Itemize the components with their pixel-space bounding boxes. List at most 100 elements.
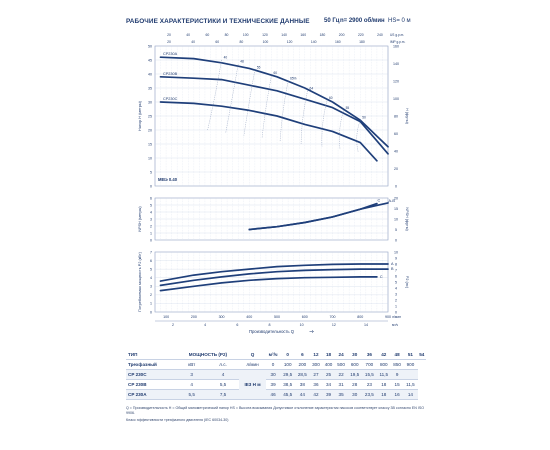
series-line — [159, 56, 389, 148]
y-tick-label: 15 — [148, 142, 152, 146]
efficiency-curve — [339, 110, 344, 150]
x-tick-label: 300 — [219, 315, 225, 319]
table-subheader-cell: 600 — [347, 359, 363, 370]
top-axis-unit2: IMP g.p.m. — [390, 40, 405, 44]
h-label: H — [252, 382, 256, 387]
top-tick-label-us: 100 — [243, 33, 249, 37]
table-cell: 46 — [265, 389, 281, 400]
table-header-cell: 54 — [417, 350, 426, 360]
m-label: м — [257, 382, 261, 387]
table-header-cell: м³/ч — [265, 350, 281, 360]
y-tick-label: 25 — [148, 114, 152, 118]
table-header-cell: Q — [239, 350, 266, 360]
table-cell: 18 — [376, 379, 391, 390]
top-tick-label-imp: 20 — [167, 40, 171, 44]
table-cell: 22 — [334, 369, 348, 380]
top-tick-label-imp: 120 — [287, 40, 293, 44]
x-axis-label: Производительность Q — [249, 329, 295, 334]
table-cell: 30 — [347, 389, 363, 400]
table-cell: 11,5 — [403, 379, 418, 390]
series-line — [248, 202, 378, 231]
table-cell-hp: 7,5 — [206, 389, 240, 400]
y-axis-label: Потребляемая мощность P2 (кВт) — [138, 251, 142, 311]
y-axis-label-right: P2 (лс) — [405, 276, 409, 289]
series-label: CP230C — [163, 97, 178, 101]
top-tick-label-imp: 160 — [335, 40, 341, 44]
x-tick-label-bottom: 8 — [269, 323, 271, 327]
table-header-cell: 42 — [376, 350, 391, 360]
table-cell-kw: 4 — [176, 379, 207, 390]
table-cell: 27 — [309, 369, 323, 380]
header-suction-height: HS= 0 м — [388, 18, 411, 24]
series-label: B — [391, 267, 394, 271]
series-line — [248, 202, 389, 231]
arrow-right-icon — [309, 330, 314, 333]
top-tick-label-imp: 40 — [191, 40, 195, 44]
table-cell: 34 — [322, 379, 335, 390]
table-cell-hp: 5,5 — [206, 379, 240, 390]
y-tick-label-right: 10 — [394, 250, 398, 254]
top-tick-label-us: 20 — [167, 33, 171, 37]
table-cell: 28 — [347, 379, 363, 390]
top-tick-label-us: 40 — [186, 33, 190, 37]
series-label: CP230A — [163, 52, 178, 56]
table-header-cell: 51 — [403, 350, 418, 360]
table-cell: 19,5 — [347, 369, 363, 380]
table-header-cell: ТИП — [126, 350, 177, 360]
table-cell-hp: 4 — [206, 369, 240, 380]
x-tick-label-bottom: 2 — [172, 323, 174, 327]
table-header-cell: 24 — [334, 350, 348, 360]
y-tick-label-right: 60 — [394, 132, 398, 136]
y-tick-label: 10 — [148, 156, 152, 160]
y-tick-label-right: 20 — [394, 167, 398, 171]
footnote-definitions: Q = Производительность H = Общий маномет… — [126, 406, 425, 415]
table-cell — [403, 369, 418, 380]
y-tick-label-right: 15 — [394, 207, 398, 211]
table-cell: 18 — [376, 389, 391, 400]
efficiency-label: 60 — [329, 96, 333, 100]
x-tick-label: 100 — [163, 315, 169, 319]
y-tick-label: 50 — [148, 44, 152, 48]
y-tick-label-right: 3 — [395, 292, 397, 296]
table-cell: 15 — [390, 379, 404, 390]
efficiency-label: 40 — [224, 56, 228, 60]
x-tick-label: 800 — [357, 315, 363, 319]
y-tick-label: 5 — [150, 267, 152, 271]
y-tick-label: 3 — [150, 285, 152, 289]
efficiency-label: 64 — [310, 86, 314, 90]
y-axis-label: Напор H (метры) — [138, 100, 142, 130]
spec-table: ТИП МОЩНОСТЬ (P2) Q м³/ч 0 6 12 18 24 30… — [126, 350, 426, 400]
y-tick-label: 4 — [150, 276, 152, 280]
series-line — [159, 276, 378, 292]
mei-annotation: MEI≥ 0.40 — [158, 177, 178, 182]
table-header-cell: МОЩНОСТЬ (P2) — [176, 350, 240, 360]
header-frequency: 50 Гц — [324, 18, 340, 24]
table-cell: 38 — [295, 379, 310, 390]
y-tick-label: 40 — [148, 72, 152, 76]
efficiency-label: 50 — [362, 116, 366, 120]
performance-charts: 0510152025303540455002040608010012014016… — [138, 33, 409, 334]
efficiency-curve — [243, 69, 256, 136]
y-tick-label-right: 40 — [394, 149, 398, 153]
y-tick-label-right: 80 — [394, 114, 398, 118]
table-cell: 39 — [322, 389, 335, 400]
series-label: CP230B — [163, 72, 178, 76]
table-cell: 36 — [309, 379, 323, 390]
table-cell: 9 — [390, 369, 404, 380]
y-tick-label: 7 — [150, 250, 152, 254]
footnotes: Q = Производительность H = Общий маномет… — [126, 406, 426, 425]
y-tick-label-right: 6 — [395, 274, 397, 278]
top-tick-label-us: 140 — [281, 33, 287, 37]
top-tick-label-imp: 140 — [311, 40, 317, 44]
table-cell-type: CP 230C — [126, 369, 177, 380]
series-label: C — [380, 275, 383, 279]
series-line — [159, 263, 389, 282]
y-tick-label: 1 — [150, 302, 152, 306]
table-subheader-cell: 500 — [334, 359, 348, 370]
table-subheader-cell: 400 — [322, 359, 335, 370]
y-axis-label-right: H (футы) — [405, 108, 409, 125]
table-cell: 44 — [295, 389, 310, 400]
table-cell-type: CP 230B — [126, 379, 177, 390]
table-cell-kw: 3 — [176, 369, 207, 380]
